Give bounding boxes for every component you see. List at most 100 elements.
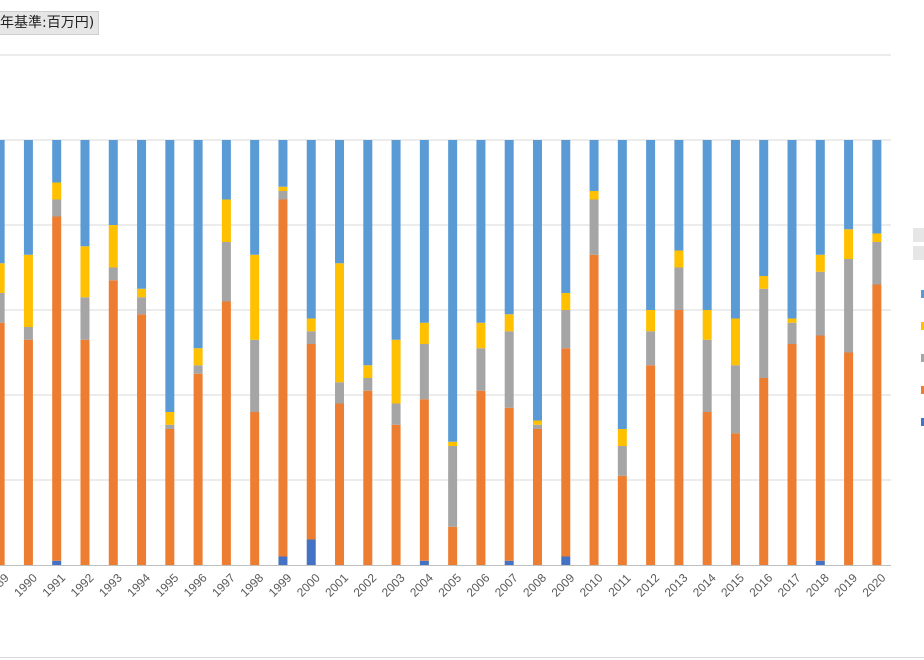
bar-segment-s3-2010 [589,199,599,255]
bar-segment-s4-1989 [0,263,5,293]
x-tick-label-1993: 1993 [96,571,125,600]
bar-segment-s2-2003 [391,424,401,565]
bar-segment-s4-2003 [391,339,401,404]
x-tick-label-1992: 1992 [68,571,97,600]
x-tick-label-2019: 2019 [831,571,860,600]
bar-stack-1994 [137,140,147,565]
bar-segment-s4-2002 [363,365,373,378]
bar-segment-s2-2011 [617,475,627,565]
bar-segment-s2-1989 [0,322,5,565]
bar-segment-s3-1996 [193,365,203,374]
bar-segment-s3-1995 [165,424,175,429]
bar-stack-1992 [80,140,90,565]
bar-segment-s3-2003 [391,403,401,425]
bar-segment-s3-1990 [23,327,33,340]
bar-stack-2001 [335,140,345,565]
bar-segment-s3-2017 [787,322,797,344]
x-tick-label-1996: 1996 [181,571,210,600]
bar-stack-1990 [23,140,33,565]
bar-segment-s5-1997 [221,140,231,200]
bar-segment-s3-1994 [137,297,147,315]
bar-stack-1996 [193,140,203,565]
bar-segment-s2-2001 [335,403,345,565]
bar-stack-2000 [306,140,316,565]
bar-segment-s2-2020 [872,284,882,565]
x-tick-label-2012: 2012 [633,571,662,600]
bar-segment-s3-2018 [815,271,825,336]
bar-segment-s2-2019 [844,352,854,565]
bar-segment-s2-1991 [52,216,62,561]
bar-segment-s3-1998 [250,339,260,412]
bar-segment-s3-2019 [844,259,854,353]
bar-segment-s5-1995 [165,140,175,412]
bar-segment-s4-2013 [674,250,684,268]
x-tick-label-2015: 2015 [718,571,747,600]
bar-segment-s4-2000 [306,318,316,332]
x-tick-label-1989: 1989 [0,571,12,600]
x-tick-label-1998: 1998 [237,571,266,600]
bar-segment-s4-2016 [759,276,769,289]
bar-segment-s2-2015 [730,433,740,565]
x-tick-label-2001: 2001 [322,571,351,600]
bar-segment-s2-2018 [815,335,825,561]
bar-segment-s5-2007 [504,140,514,315]
bar-segment-s5-2009 [561,140,571,293]
bar-segment-s1-2000 [306,539,316,565]
bar-stack-2019 [844,140,854,565]
bar-stack-2015 [730,140,740,565]
bar-segment-s4-2008 [532,420,542,425]
x-tick-label-2004: 2004 [407,571,436,600]
bar-segment-s2-2014 [702,412,712,565]
bar-segment-s5-2005 [448,140,458,442]
bar-segment-s5-1992 [80,140,90,247]
bar-segment-s3-2013 [674,267,684,310]
bar-segment-s4-2005 [448,441,458,446]
bar-segment-s5-2008 [532,140,542,421]
bar-stack-2016 [759,140,769,565]
bar-segment-s2-1998 [250,412,260,565]
bar-stack-1989 [0,140,5,565]
bar-stacks [0,140,882,565]
x-tick-label-2017: 2017 [775,571,804,600]
bar-segment-s4-1990 [23,254,33,327]
bar-segment-s5-2017 [787,140,797,319]
bar-segment-s3-2001 [335,382,345,404]
x-tick-label-2000: 2000 [294,571,323,600]
x-tick-label-2011: 2011 [605,571,633,599]
x-tick-label-2010: 2010 [577,571,606,600]
bar-segment-s5-2019 [844,140,854,230]
bar-segment-s5-1989 [0,140,5,264]
bar-stack-1998 [250,140,260,565]
bar-segment-s4-1995 [165,412,175,425]
bar-segment-s4-2015 [730,318,740,366]
bar-segment-s2-2010 [589,254,599,565]
bar-segment-s5-1998 [250,140,260,255]
bar-segment-s3-1997 [221,242,231,302]
bar-segment-s4-2012 [646,310,656,332]
bar-segment-s4-1997 [221,199,231,242]
bar-segment-s2-1994 [137,314,147,565]
bar-segment-s5-2018 [815,140,825,255]
bar-segment-s3-2016 [759,288,769,378]
bar-segment-s3-2012 [646,331,656,366]
bar-stack-2009 [561,140,571,565]
bar-segment-s3-1989 [0,293,5,323]
bar-segment-s4-2007 [504,314,514,332]
bar-segment-s3-1993 [108,267,118,281]
bar-stack-2008 [532,140,542,565]
legend [913,228,924,426]
bar-segment-s3-2014 [702,339,712,412]
bar-segment-s2-2012 [646,365,656,565]
bar-segment-s2-1992 [80,339,90,565]
bar-segment-s3-2015 [730,365,740,434]
bar-segment-s4-2014 [702,310,712,340]
bar-segment-s5-1993 [108,140,118,225]
bar-segment-s1-2007 [504,560,514,565]
bar-segment-s2-2005 [448,526,458,565]
bar-segment-s2-2016 [759,378,769,565]
bar-segment-s2-2000 [306,344,316,540]
chart-title: 年基準:百万円) [0,11,100,35]
bar-segment-s4-1998 [250,254,260,340]
x-tick-label-1997: 1997 [209,571,238,600]
